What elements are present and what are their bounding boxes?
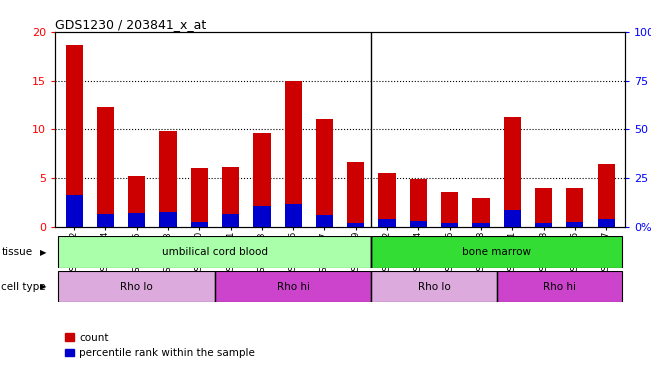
Bar [441,192,458,227]
Bar [372,236,622,268]
Bar [284,204,302,227]
Bar [97,214,114,227]
Bar [347,223,365,227]
Bar [97,107,114,227]
Text: Rho lo: Rho lo [418,282,450,291]
Text: GDS1230 / 203841_x_at: GDS1230 / 203841_x_at [55,18,206,31]
Bar [253,206,271,227]
Bar [66,45,83,227]
Bar [372,271,497,302]
Bar [191,168,208,227]
Bar [316,215,333,227]
Bar [566,222,583,227]
Bar [409,179,427,227]
Bar [253,133,271,227]
Bar [504,210,521,227]
Bar [347,162,365,227]
Bar [535,188,552,227]
Bar [497,271,622,302]
Text: ▶: ▶ [40,282,47,291]
Legend: count, percentile rank within the sample: count, percentile rank within the sample [61,329,259,362]
Text: cell type: cell type [1,282,46,291]
Bar [222,167,239,227]
Bar [409,221,427,227]
Text: tissue: tissue [1,247,33,257]
Text: bone marrow: bone marrow [462,247,531,257]
Text: Rho hi: Rho hi [277,282,310,291]
Bar [159,131,176,227]
Bar [378,219,396,227]
Bar [598,219,615,227]
Bar [598,165,615,227]
Bar [284,81,302,227]
Bar [128,213,145,227]
Bar [159,212,176,227]
Bar [504,117,521,227]
Bar [473,198,490,227]
Bar [566,188,583,227]
Bar [316,118,333,227]
Bar [128,176,145,227]
Bar [66,195,83,227]
Text: ▶: ▶ [40,248,47,257]
Bar [191,222,208,227]
Bar [473,223,490,227]
Bar [441,223,458,227]
Bar [59,236,372,268]
Text: Rho lo: Rho lo [120,282,153,291]
Bar [222,214,239,227]
Text: umbilical cord blood: umbilical cord blood [162,247,268,257]
Bar [215,271,372,302]
Text: Rho hi: Rho hi [543,282,575,291]
Bar [535,223,552,227]
Bar [378,173,396,227]
Bar [59,271,215,302]
